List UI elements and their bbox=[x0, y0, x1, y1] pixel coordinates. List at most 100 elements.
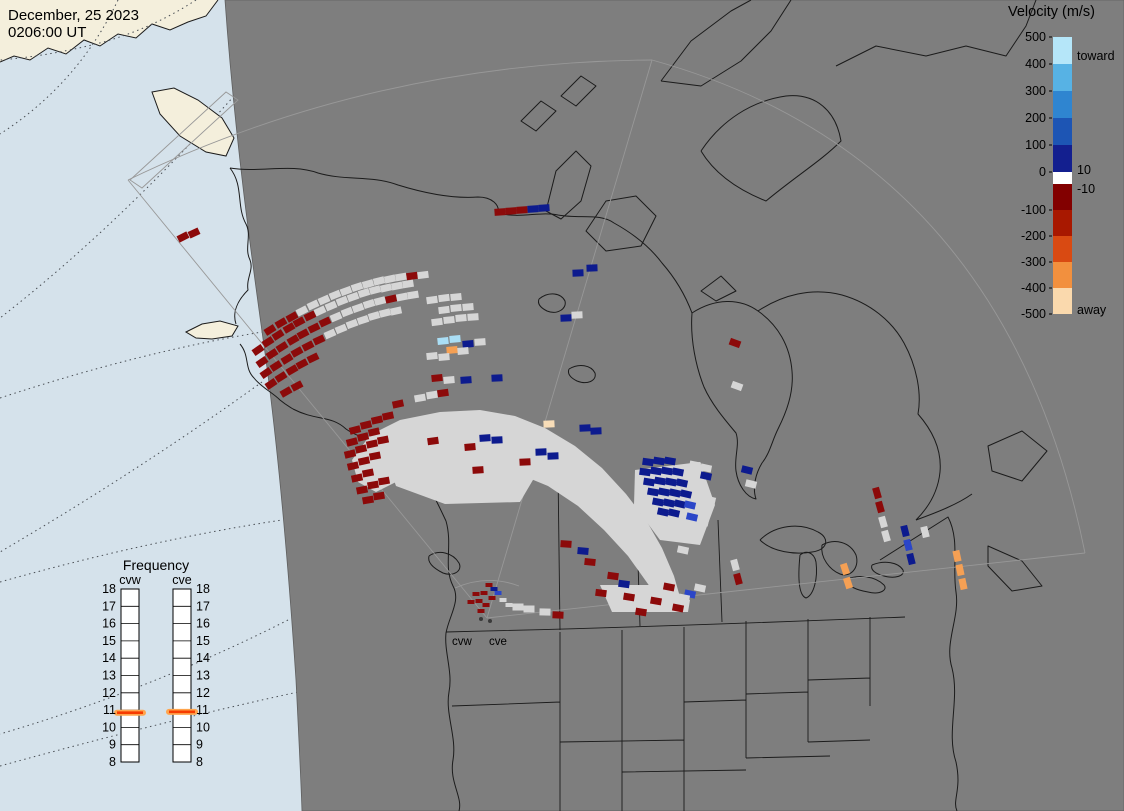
velocity-cell bbox=[656, 507, 670, 517]
velocity-cell bbox=[696, 517, 710, 527]
velocity-cell bbox=[279, 386, 293, 398]
velocity-cell bbox=[426, 295, 438, 305]
velocity-cell bbox=[579, 424, 591, 432]
velocity-cell bbox=[329, 311, 343, 323]
velocity-cell bbox=[251, 343, 265, 357]
graticule-meridian bbox=[0, 519, 283, 583]
velocity-cell bbox=[366, 480, 380, 490]
southampton-island bbox=[700, 275, 737, 302]
ground-scatter-patch bbox=[600, 585, 690, 612]
nova-scotia bbox=[987, 545, 1043, 592]
frequency-tick-label: 12 bbox=[196, 686, 210, 700]
velocity-cell bbox=[368, 451, 382, 461]
velocity-cell bbox=[671, 467, 685, 477]
frequency-column-cve: cve bbox=[172, 573, 192, 587]
velocity-cell bbox=[516, 206, 528, 214]
velocity-cell bbox=[547, 452, 559, 460]
velocity-cell bbox=[650, 466, 662, 476]
velocity-cell bbox=[377, 476, 391, 486]
colorbar-tick-label: -400 bbox=[1021, 281, 1046, 295]
colorbar-tick-label: -200 bbox=[1021, 229, 1046, 243]
velocity-cell bbox=[427, 436, 439, 446]
velocity-cell bbox=[730, 558, 740, 572]
victoria-island bbox=[585, 195, 657, 252]
velocity-cell bbox=[370, 415, 384, 425]
velocity-cell bbox=[460, 376, 472, 384]
baffin-island bbox=[700, 95, 842, 202]
velocity-cell bbox=[639, 467, 651, 477]
velocity-cell bbox=[359, 420, 373, 430]
colorbar-tick-label: -100 bbox=[1021, 203, 1046, 217]
velocity-cell bbox=[264, 378, 278, 390]
velocity-cell bbox=[675, 478, 689, 488]
date-label: December, 25 2023 bbox=[8, 7, 139, 24]
velocity-cell bbox=[290, 346, 304, 358]
velocity-cell bbox=[740, 465, 754, 475]
velocity-cell bbox=[274, 371, 288, 383]
velocity-cell bbox=[443, 315, 455, 325]
colorbar-tick-label: 400 bbox=[1025, 57, 1046, 71]
hudson-bay bbox=[691, 301, 793, 500]
velocity-cell bbox=[328, 289, 342, 301]
colorbar-segment bbox=[1053, 184, 1072, 210]
colorbar-segment bbox=[1053, 118, 1072, 145]
colorbar-tick-label: -10 bbox=[1077, 182, 1095, 196]
frequency-tick-label: 16 bbox=[102, 617, 116, 631]
velocity-cell bbox=[527, 205, 539, 213]
lake-michigan bbox=[798, 551, 817, 599]
colorbar-segment bbox=[1053, 210, 1072, 236]
colorbar-segment bbox=[1053, 236, 1072, 262]
velocity-cell bbox=[663, 456, 677, 466]
velocity-cell bbox=[406, 271, 418, 281]
colorbar-zero-band bbox=[1053, 172, 1072, 184]
velocity-cell bbox=[443, 376, 455, 384]
frequency-tick-label: 13 bbox=[102, 669, 116, 683]
velocity-cell bbox=[346, 461, 360, 471]
radar-dot-cvw bbox=[479, 617, 483, 621]
frequency-tick-label: 18 bbox=[102, 582, 116, 596]
velocity-cell bbox=[365, 439, 379, 449]
velocity-cell bbox=[350, 473, 364, 483]
frequency-column-cvw: cvw bbox=[119, 573, 142, 587]
radar-dot-cve bbox=[488, 619, 492, 623]
fov-near-arc bbox=[454, 580, 520, 589]
velocity-cell bbox=[699, 463, 713, 473]
velocity-cell bbox=[688, 460, 702, 470]
velocity-cell bbox=[467, 313, 479, 321]
velocity-cell bbox=[317, 294, 331, 306]
velocity-cell bbox=[571, 311, 583, 319]
velocity-cell bbox=[312, 334, 326, 346]
velocity-cell bbox=[519, 458, 531, 466]
frequency-tick-label: 11 bbox=[103, 703, 116, 717]
velocity-cell bbox=[431, 373, 443, 383]
velocity-cell bbox=[361, 495, 375, 505]
frequency-tick-label: 17 bbox=[196, 599, 210, 613]
ground-scatter-patch bbox=[385, 438, 540, 504]
colorbar-tick-label: -300 bbox=[1021, 255, 1046, 269]
frequency-tick-label: 14 bbox=[196, 651, 210, 665]
velocity-cell bbox=[455, 314, 467, 322]
velocity-cell bbox=[261, 336, 275, 348]
velocity-cell bbox=[426, 390, 438, 400]
velocity-cell bbox=[881, 529, 891, 543]
velocity-cell bbox=[350, 281, 364, 293]
velocity-cell bbox=[538, 204, 550, 212]
frequency-tick-label: 8 bbox=[109, 755, 116, 769]
velocity-cell bbox=[642, 457, 654, 467]
us-canada-border bbox=[445, 616, 906, 633]
velocity-cell bbox=[356, 314, 370, 326]
velocity-cell bbox=[878, 515, 888, 529]
velocity-cell bbox=[842, 576, 854, 590]
velocity-cell bbox=[457, 347, 469, 355]
velocity-cell bbox=[560, 540, 572, 548]
radar-site-markers: cvw cve bbox=[452, 617, 507, 648]
velocity-cell bbox=[577, 547, 589, 555]
frequency-tick-label: 11 bbox=[196, 703, 209, 717]
map-plot-area bbox=[224, 0, 1124, 811]
velocity-cell bbox=[324, 300, 338, 312]
velocity-cell bbox=[285, 364, 299, 376]
velocity-cell bbox=[255, 355, 269, 369]
frequency-legend: 18 18 17 17 16 16 15 15 14 14 13 13 12 12 11 11 10 10 9 9 8 8 bbox=[102, 582, 210, 769]
velocity-cell bbox=[872, 486, 882, 500]
lake-ontario bbox=[871, 561, 904, 578]
